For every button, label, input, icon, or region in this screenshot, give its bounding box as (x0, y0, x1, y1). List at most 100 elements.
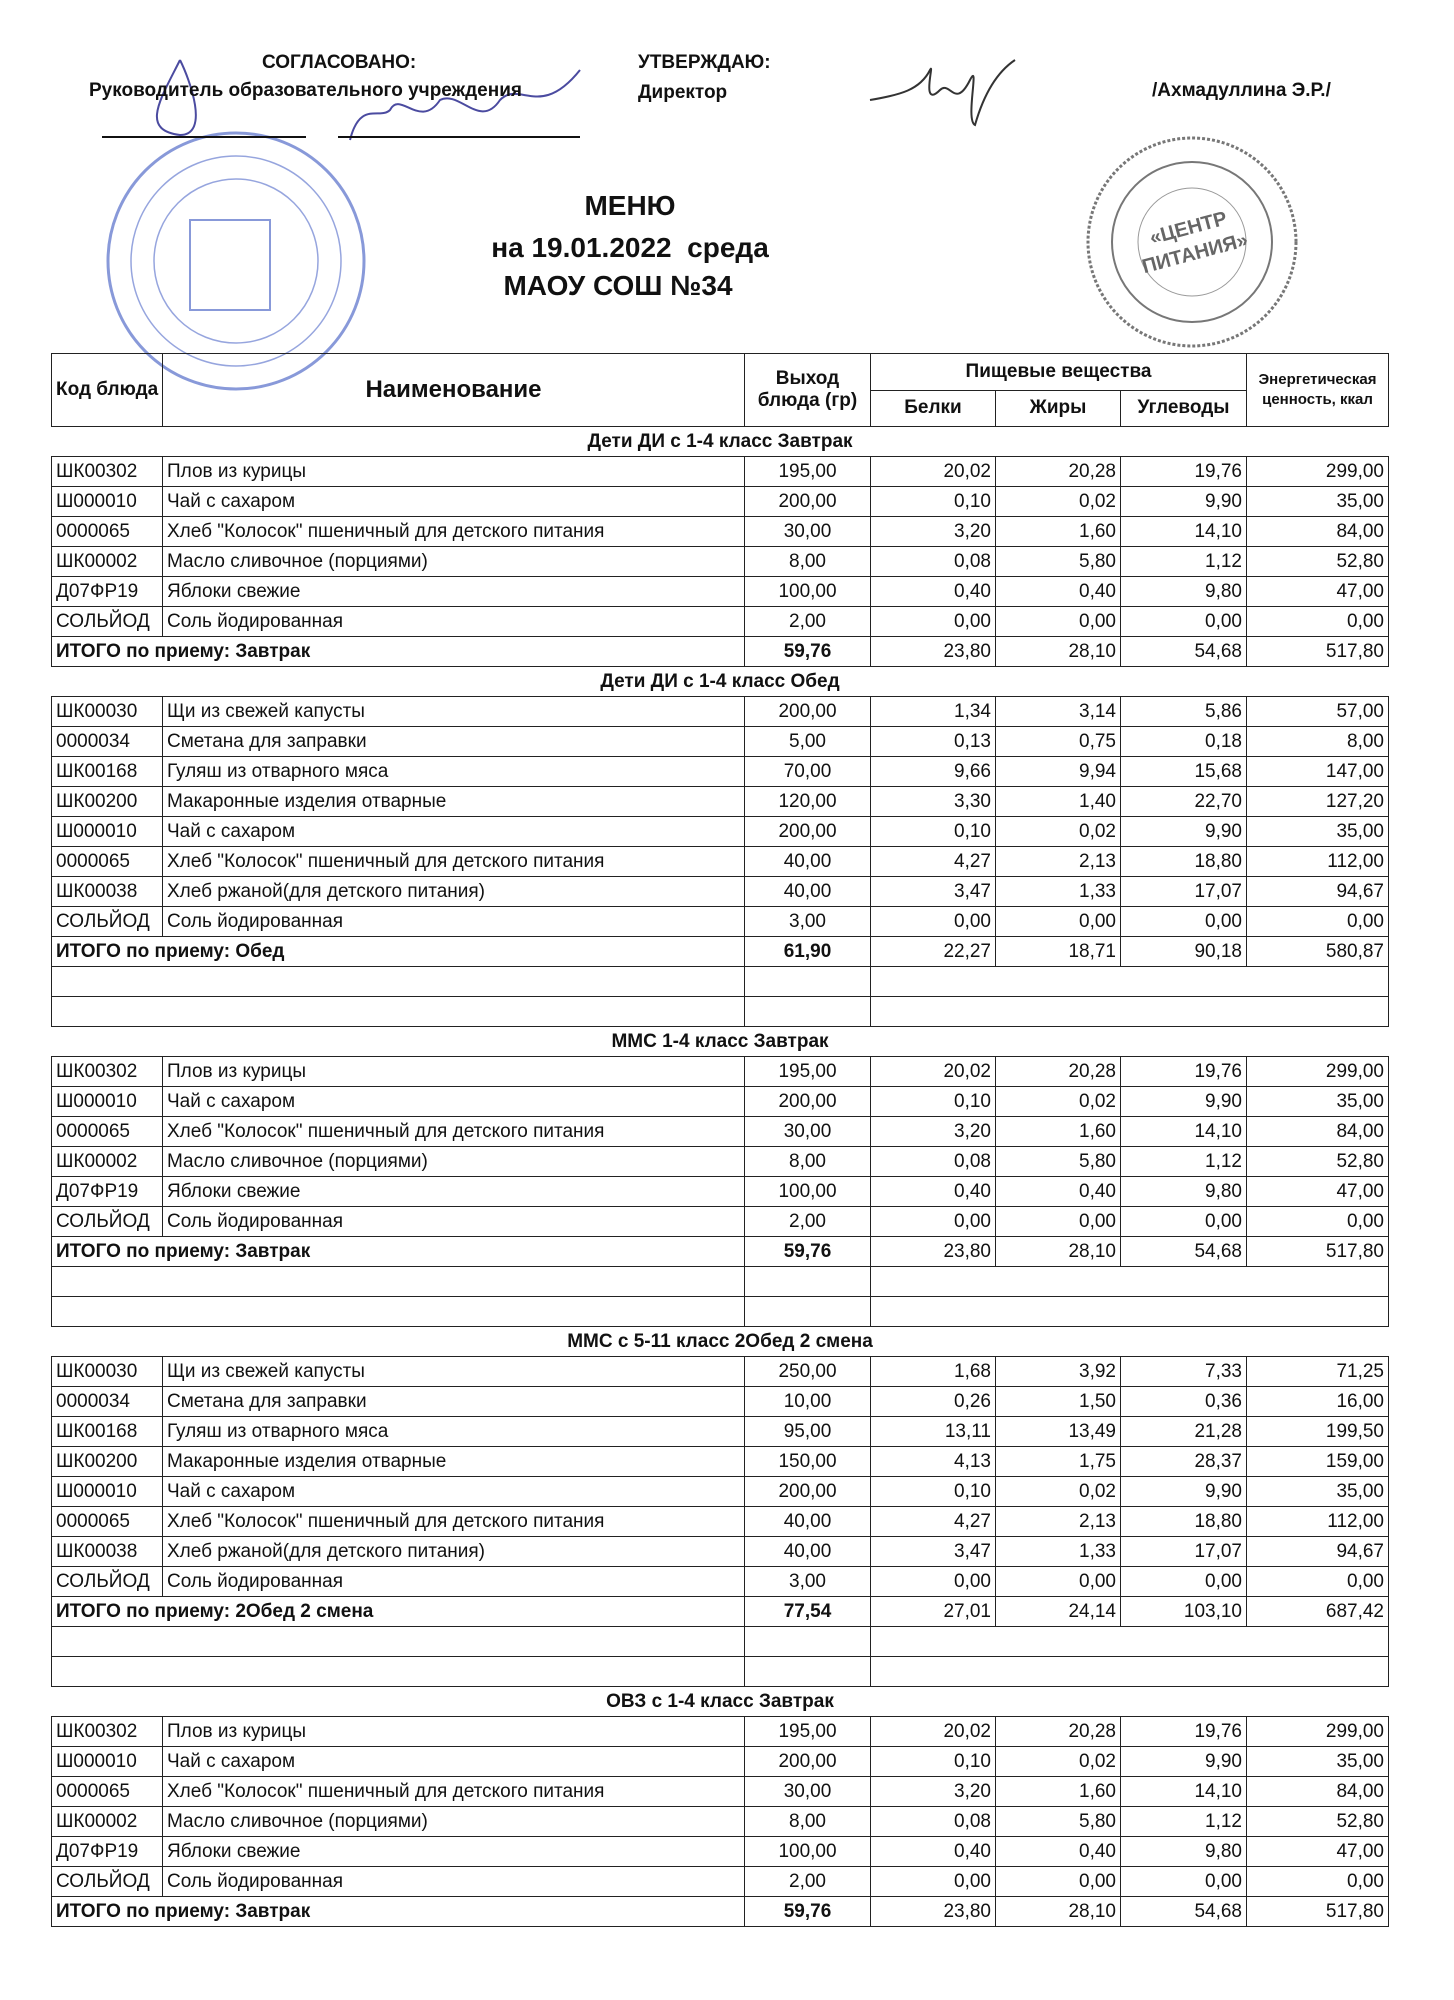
cell-energy: 35,00 (1246, 1086, 1389, 1117)
cell-carbs: 0,00 (1120, 906, 1247, 937)
cell-energy: 0,00 (1246, 606, 1389, 637)
agreed-role: Руководитель образовательного учреждения (89, 80, 522, 101)
cell-protein: 0,40 (870, 1176, 996, 1207)
cell-carbs: 0,00 (1120, 1866, 1247, 1897)
cell-yield: 2,00 (744, 606, 871, 637)
cell-energy: 299,00 (1246, 1056, 1389, 1087)
cell-name: Чай с сахаром (162, 816, 745, 847)
cell-fat: 1,60 (995, 516, 1121, 547)
cell-code: ШК00002 (51, 1806, 163, 1837)
cell-carbs: 9,90 (1120, 1746, 1247, 1777)
blank-cell (51, 1266, 745, 1297)
cell-energy: 8,00 (1246, 726, 1389, 757)
table-row: СОЛЬЙОД Соль йодированная 2,00 0,00 0,00 0,00… (51, 606, 1389, 637)
cell-energy: 299,00 (1246, 456, 1389, 487)
blank-row (51, 1296, 1389, 1327)
blank-row (51, 966, 1389, 997)
cell-fat: 1,75 (995, 1446, 1121, 1477)
cell-code: 0000034 (51, 726, 163, 757)
table-row: ШК00038 Хлеб ржаной(для детского питания)… (51, 876, 1389, 907)
catering-stamp: «ЦЕНТР ПИТАНИЯ» (1086, 136, 1298, 348)
cell-yield: 100,00 (744, 576, 871, 607)
cell-yield: 195,00 (744, 456, 871, 487)
cell-yield: 120,00 (744, 786, 871, 817)
cell-code: ШК00030 (51, 1356, 163, 1387)
cell-protein: 0,00 (870, 1206, 996, 1237)
cell-carbs: 0,18 (1120, 726, 1247, 757)
cell-yield: 195,00 (744, 1056, 871, 1087)
cell-name: Хлеб "Колосок" пшеничный для детского пи… (162, 1116, 745, 1147)
cell-protein: 0,08 (870, 1806, 996, 1837)
cell-yield: 200,00 (744, 486, 871, 517)
cell-energy: 52,80 (1246, 546, 1389, 577)
total-protein: 23,80 (870, 1896, 996, 1927)
cell-fat: 13,49 (995, 1416, 1121, 1447)
cell-energy: 94,67 (1246, 1536, 1389, 1567)
cell-fat: 0,00 (995, 1866, 1121, 1897)
total-yield: 59,76 (744, 1896, 871, 1927)
cell-yield: 30,00 (744, 1776, 871, 1807)
section-title: ММС с 5-11 класс 2Обед 2 смена (51, 1326, 1389, 1357)
table-row: СОЛЬЙОД Соль йодированная 3,00 0,00 0,00 0,00… (51, 906, 1389, 937)
cell-energy: 94,67 (1246, 876, 1389, 907)
cell-carbs: 19,76 (1120, 1716, 1247, 1747)
cell-energy: 199,50 (1246, 1416, 1389, 1447)
cell-energy: 127,20 (1246, 786, 1389, 817)
cell-energy: 0,00 (1246, 906, 1389, 937)
cell-yield: 3,00 (744, 906, 871, 937)
cell-name: Гуляш из отварного мяса (162, 756, 745, 787)
header-yield: Выход блюда (гр) (744, 353, 871, 427)
total-energy: 517,80 (1246, 636, 1389, 667)
cell-protein: 20,02 (870, 1056, 996, 1087)
cell-name: Щи из свежей капусты (162, 1356, 745, 1387)
cell-protein: 13,11 (870, 1416, 996, 1447)
blank-row (51, 1266, 1389, 1297)
cell-carbs: 15,68 (1120, 756, 1247, 787)
cell-energy: 35,00 (1246, 1476, 1389, 1507)
cell-fat: 0,00 (995, 1206, 1121, 1237)
cell-carbs: 17,07 (1120, 1536, 1247, 1567)
menu-title: МЕНЮ (584, 190, 676, 221)
cell-carbs: 1,12 (1120, 1806, 1247, 1837)
cell-code: ШК00302 (51, 456, 163, 487)
cell-protein: 4,27 (870, 846, 996, 877)
cell-protein: 0,40 (870, 576, 996, 607)
cell-code: СОЛЬЙОД (51, 606, 163, 637)
cell-yield: 200,00 (744, 1746, 871, 1777)
total-fat: 28,10 (995, 1896, 1121, 1927)
table-row: ШК00168 Гуляш из отварного мяса 70,00 9,66 9… (51, 756, 1389, 787)
cell-code: 0000034 (51, 1386, 163, 1417)
table-row: Ш000010 Чай с сахаром 200,00 0,10 0,02 9,90 35… (51, 486, 1389, 517)
total-carbs: 90,18 (1120, 936, 1247, 967)
cell-code: Д07ФР19 (51, 576, 163, 607)
cell-code: ШК00038 (51, 876, 163, 907)
cell-name: Яблоки свежие (162, 1176, 745, 1207)
table-row: 0000034 Сметана для заправки 10,00 0,26 1,50… (51, 1386, 1389, 1417)
cell-name: Хлеб "Колосок" пшеничный для детского пи… (162, 1506, 745, 1537)
blank-row (51, 1656, 1389, 1687)
blank-cell (744, 1296, 871, 1327)
table-row: ШК00030 Щи из свежей капусты 200,00 1,34 3,1… (51, 696, 1389, 727)
blank-row (51, 996, 1389, 1027)
blank-cell (744, 1626, 871, 1657)
cell-name: Плов из курицы (162, 1056, 745, 1087)
cell-fat: 3,14 (995, 696, 1121, 727)
table-row: ШК00002 Масло сливочное (порциями) 8,00 0,0… (51, 546, 1389, 577)
cell-yield: 2,00 (744, 1866, 871, 1897)
cell-code: Ш000010 (51, 1746, 163, 1777)
cell-yield: 8,00 (744, 1146, 871, 1177)
table-row: ШК00168 Гуляш из отварного мяса 95,00 13,11… (51, 1416, 1389, 1447)
cell-name: Масло сливочное (порциями) (162, 1146, 745, 1177)
cell-protein: 1,34 (870, 696, 996, 727)
header-protein: Белки (870, 389, 996, 427)
total-fat: 28,10 (995, 636, 1121, 667)
cell-protein: 0,00 (870, 1866, 996, 1897)
table-row: СОЛЬЙОД Соль йодированная 3,00 0,00 0,00 0,00… (51, 1566, 1389, 1597)
cell-protein: 3,47 (870, 876, 996, 907)
blank-cell (51, 1296, 745, 1327)
cell-carbs: 14,10 (1120, 516, 1247, 547)
cell-yield: 40,00 (744, 876, 871, 907)
cell-fat: 0,40 (995, 1836, 1121, 1867)
table-row: ШК00302 Плов из курицы 195,00 20,02 20,28 19,… (51, 1056, 1389, 1087)
header-code: Код блюда (51, 353, 163, 427)
